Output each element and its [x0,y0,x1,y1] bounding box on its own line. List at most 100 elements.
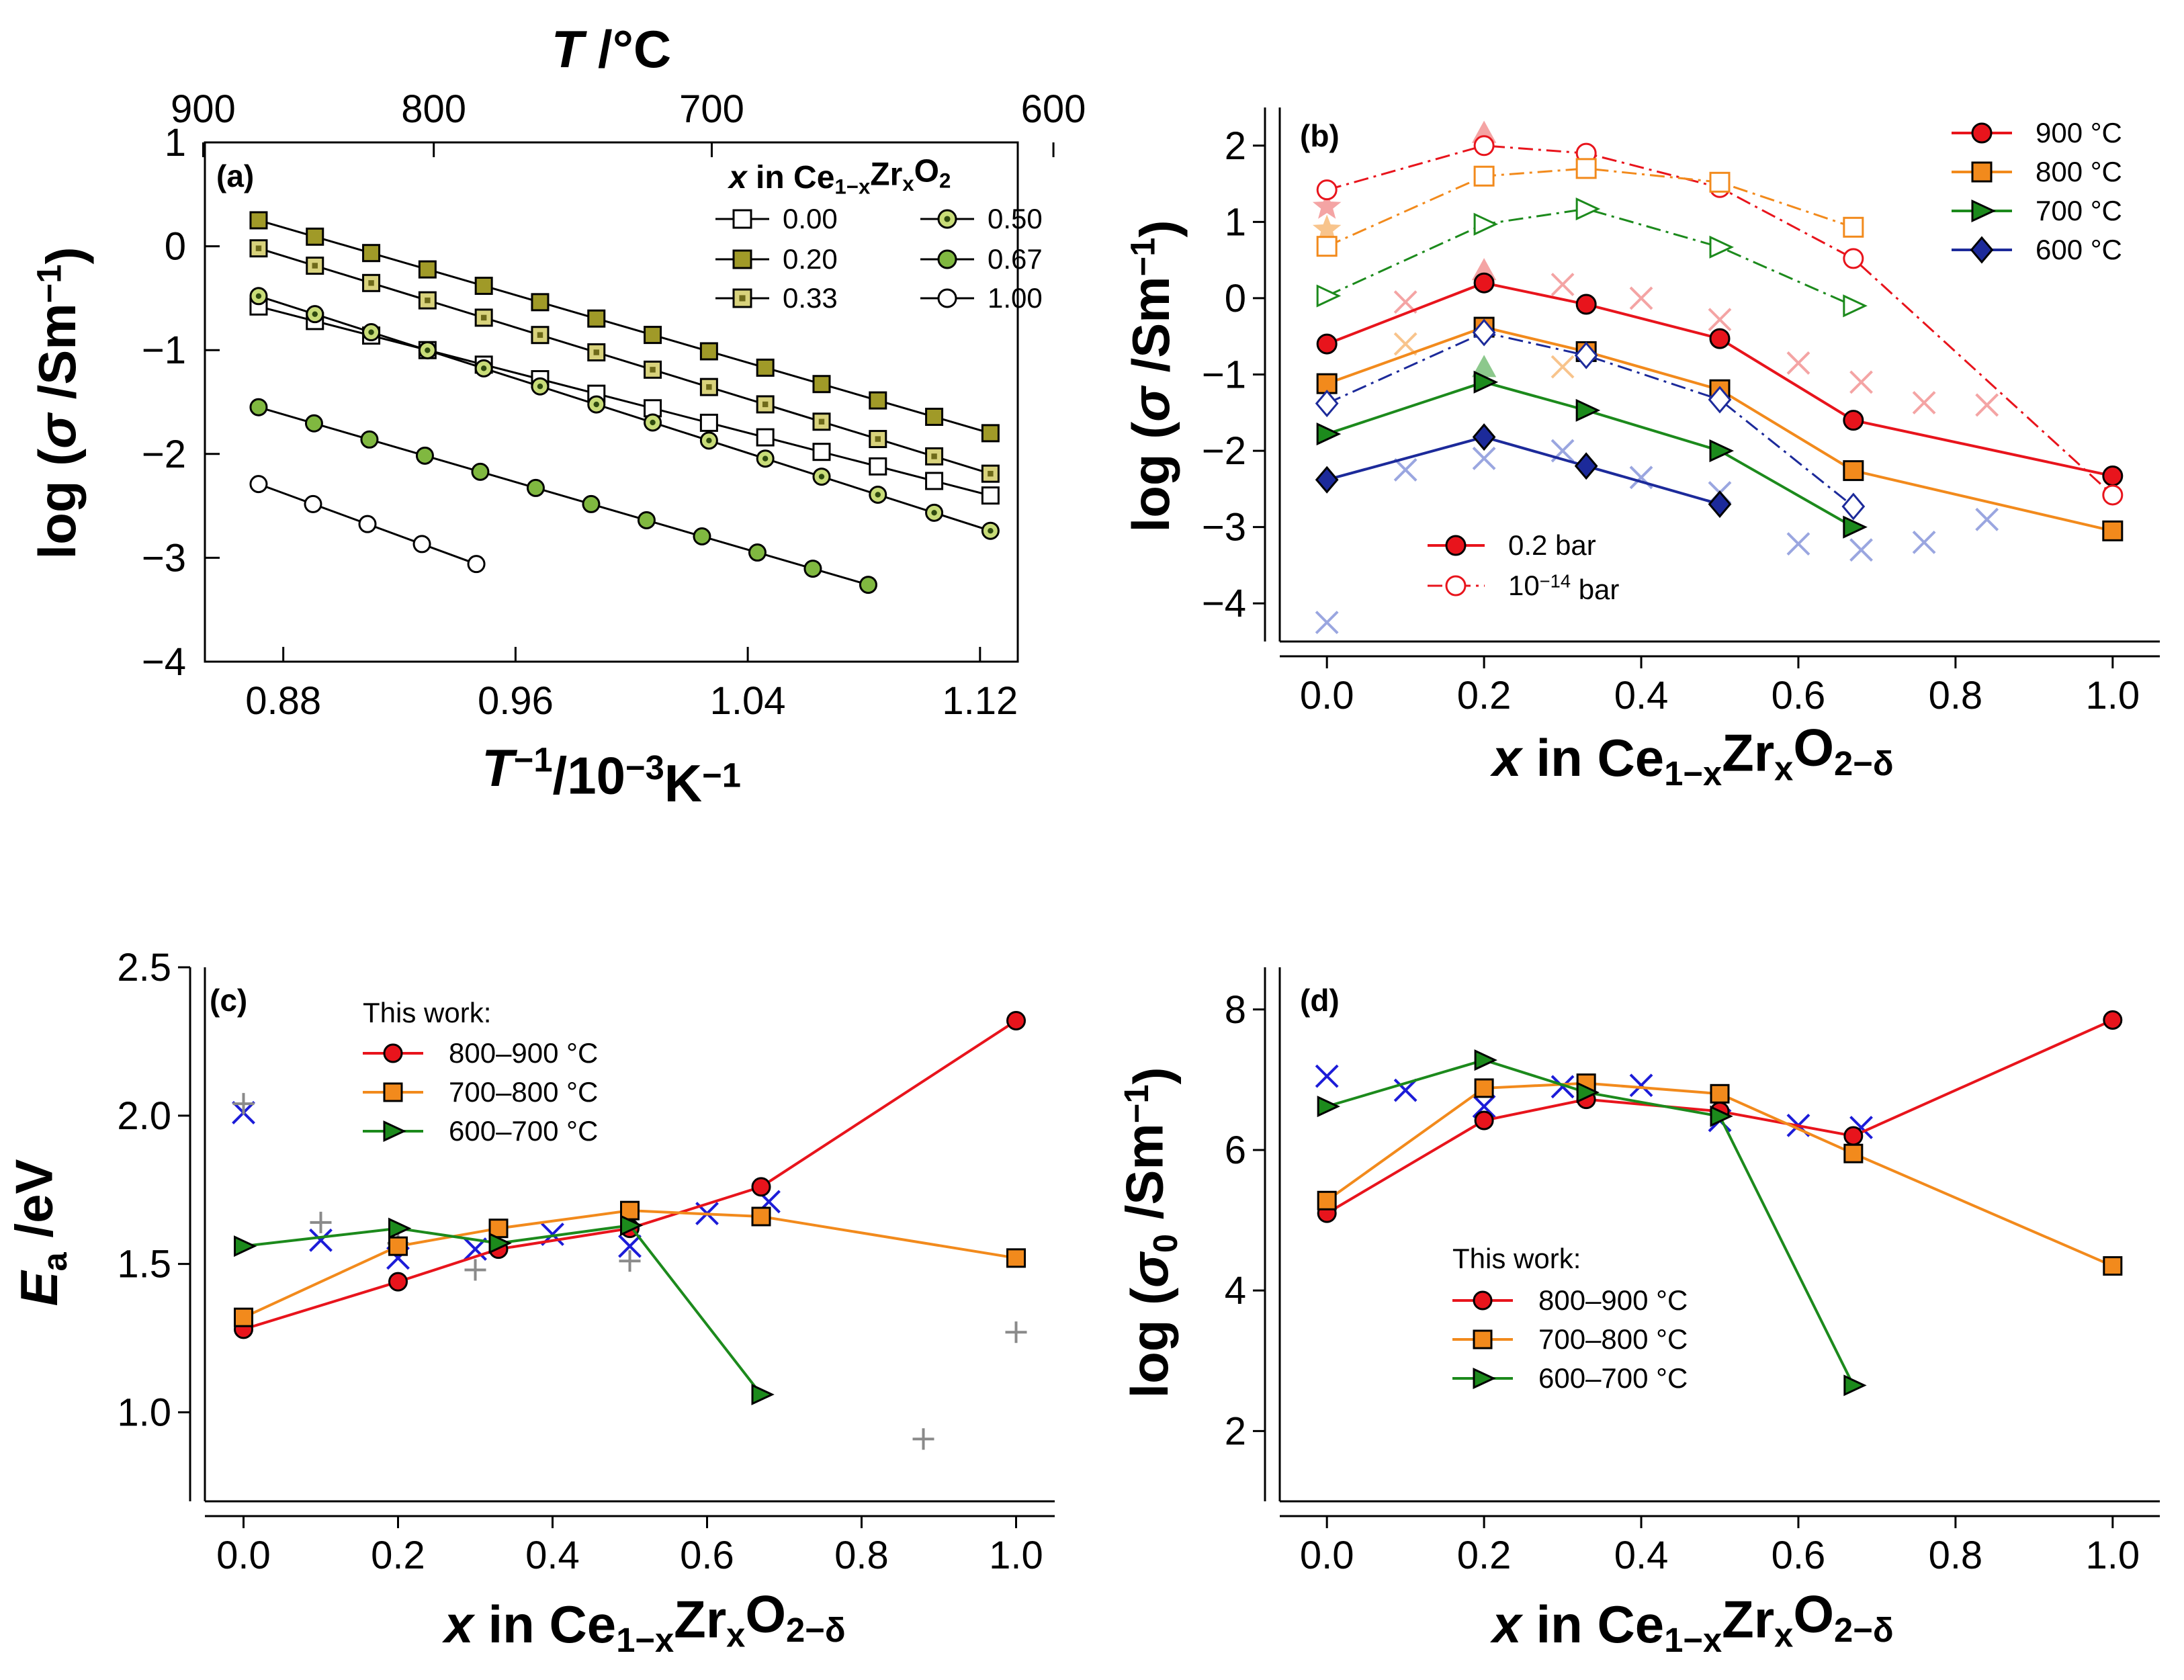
data-point [1841,492,1866,521]
legend-label: 900 °C [2036,117,2122,148]
data-point [1843,460,1864,482]
series-line-0.67 [258,406,869,586]
y-tick-label: −1 [142,328,186,372]
literature-point [1786,351,1810,375]
data-point [1474,1049,1497,1071]
x-tick-label: 0.4 [1614,674,1669,717]
legend-marker [1970,236,1994,264]
data-point [360,430,379,449]
x-tick-label: 0.4 [525,1534,580,1577]
data-point [1474,1110,1494,1131]
series-line-0.00 [258,305,991,497]
literature-point [1912,391,1936,414]
data-point-center [762,401,769,408]
literature-point [1975,393,1999,417]
data-point [306,227,324,246]
data-point [699,342,718,361]
legend-marker [1473,1329,1493,1350]
top-tick-label: 700 [679,87,744,131]
data-point [388,1236,408,1256]
series-line-0.50 [258,295,991,532]
data-point [981,486,1000,505]
data-point-center [425,297,431,304]
y-tick-label: −2 [1202,429,1246,473]
data-point [620,1214,644,1237]
data-point [249,239,268,258]
top-axis-title: T /°C [552,19,672,79]
data-point-center [706,384,712,390]
data-point [1708,386,1732,414]
literature-point [618,1234,642,1258]
data-point [756,358,775,377]
literature-point [232,1093,255,1115]
data-point-center [650,419,656,426]
data-point [412,535,431,554]
data-point [1843,216,1864,238]
literature-point [1550,273,1575,296]
y-tick-label: −4 [1202,582,1246,625]
data-point [803,560,822,578]
legend-marker [1473,1367,1496,1390]
data-point [859,576,877,594]
y-tick-label: 8 [1225,988,1246,1032]
y-tick-label: 1 [165,121,186,165]
data-point [1843,1374,1867,1397]
data-point [471,462,490,481]
data-point [1574,341,1598,369]
legend-marker [732,209,752,229]
panel-label: (d) [1300,983,1340,1018]
data-point [234,1307,253,1327]
data-point-center [593,349,599,355]
data-point [1472,318,1496,347]
data-point-center [425,347,431,353]
data-point-center [255,293,262,300]
panel-label: (b) [1300,118,1340,153]
y-axis-title: log (σ /Sm−1) [1121,220,1188,533]
x-tick-label: 1.0 [2086,1534,2140,1577]
series-line-700–800 °C [243,1209,1016,1319]
data-point [1709,439,1735,463]
y-tick-label: 1.0 [117,1391,171,1435]
data-point [751,1383,775,1406]
data-point [1317,1096,1340,1118]
data-point-center [537,332,543,338]
data-point [1843,1126,1864,1146]
x-tick-label: 0.8 [1929,674,1983,717]
data-point-center [312,311,318,317]
x-tick-label: 1.0 [989,1534,1043,1577]
legend-label: 0.33 [783,282,838,314]
y-tick-label: −3 [142,536,186,580]
x-tick-label: 0.8 [834,1534,889,1577]
literature-point [1393,332,1417,356]
x-tick-label: 0.8 [1929,1534,1983,1577]
data-point [925,408,944,427]
data-point [1316,423,1342,446]
data-point [1473,272,1495,294]
legend-marker [383,1082,403,1102]
literature-point [1312,191,1342,219]
legend-marker [1445,535,1467,556]
data-point [2102,520,2124,541]
series-line-700 °C [1326,380,1854,529]
data-point [388,1272,408,1292]
literature-point [1849,370,1873,394]
data-point-center [762,455,769,461]
series-line-800 °C [1326,326,2113,533]
data-point [1843,515,1868,539]
legend-marker [732,249,752,269]
data-point [1575,294,1597,315]
x-tick-label: 0.4 [1614,1534,1669,1577]
series-line-800–900 °C [243,1019,1017,1331]
y-axis-title: Ea /eV [4,1159,74,1307]
data-point [234,1235,257,1257]
literature-point [464,1259,486,1281]
panel-b-chart: 0.0 0.2 0.4 0.6 0.8 1.0 −4 −3 −2 −1 0 1 2 (b) x in Ce1… [1121,107,2160,793]
data-point [1317,1190,1337,1210]
data-point [249,475,268,494]
data-point-center [480,365,487,371]
data-point [467,555,486,574]
data-point-center [818,474,825,480]
legend-marker [383,1043,403,1063]
data-point [1315,390,1339,418]
data-point [1316,236,1338,257]
